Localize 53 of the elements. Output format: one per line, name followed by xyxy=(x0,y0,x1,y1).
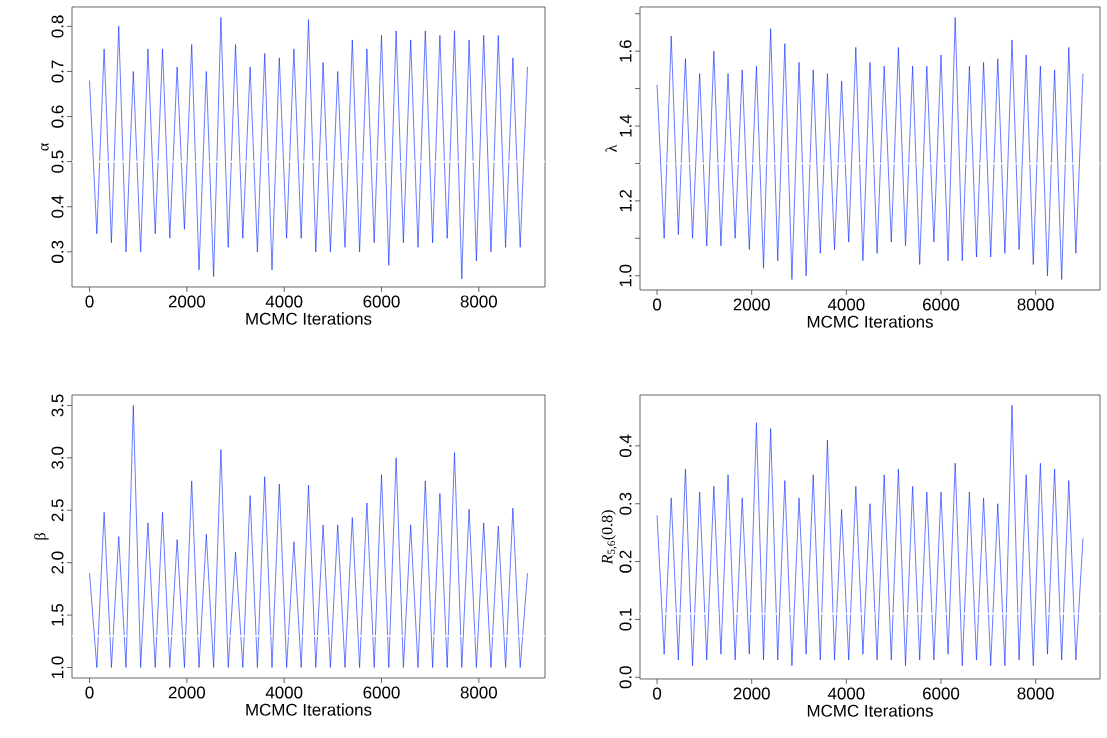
y-tick-label: 0.0 xyxy=(619,666,632,689)
x-axis-title: MCMC Iterations xyxy=(807,704,933,717)
line-series xyxy=(656,405,1084,666)
y-tick-label: 1.0 xyxy=(51,656,64,678)
y-tick-label: 1.0 xyxy=(619,264,632,287)
y-tick-label: 3.5 xyxy=(51,394,64,417)
x-tick-label: 4000 xyxy=(265,686,303,699)
x-tick-label: 8000 xyxy=(1017,298,1054,311)
y-tick-label: 1.6 xyxy=(619,40,632,62)
x-axis-title: MCMC Iterations xyxy=(246,312,372,325)
x-tick-label: 0 xyxy=(652,687,662,700)
y-axis-title: α xyxy=(40,143,49,151)
x-tick-label: 2000 xyxy=(168,295,206,308)
y-tick-label: 0.3 xyxy=(51,240,64,263)
line-series xyxy=(89,405,528,668)
x-tick-label: 8000 xyxy=(460,295,498,308)
y-axis-title: β xyxy=(34,533,49,540)
line-series xyxy=(89,17,528,280)
y-tick-label: 1.5 xyxy=(51,604,64,626)
y-tick-label: 0.6 xyxy=(51,105,64,128)
y-tick-label: 2.5 xyxy=(51,499,64,522)
x-tick-label: 2000 xyxy=(733,298,770,311)
x-tick-label: 4000 xyxy=(827,687,865,700)
y-tick-label: 3.0 xyxy=(51,446,64,469)
y-tick-label: 1.2 xyxy=(619,189,632,212)
y-axis-title: R$_{5,6}$(0.8) xyxy=(601,510,617,565)
x-tick-label: 6000 xyxy=(363,295,400,308)
y-tick-label: 0.2 xyxy=(619,550,632,573)
y-tick-label: 1.4 xyxy=(619,114,632,137)
x-axis-title: MCMC Iterations xyxy=(246,703,372,716)
y-tick-label: 0.4 xyxy=(51,195,64,218)
y-tick-label: 0.1 xyxy=(619,608,632,631)
y-tick-label: 0.3 xyxy=(619,492,632,515)
y-tick-label: 0.4 xyxy=(619,434,632,457)
line-series xyxy=(656,17,1084,280)
x-tick-label: 8000 xyxy=(1017,687,1054,700)
x-tick-label: 0 xyxy=(652,298,662,311)
x-axis-title: MCMC Iterations xyxy=(807,315,933,328)
y-tick-label: 2.0 xyxy=(51,551,64,574)
x-tick-label: 4000 xyxy=(265,295,303,308)
y-axis-title: λ xyxy=(605,144,617,152)
x-tick-label: 6000 xyxy=(923,687,960,700)
x-tick-label: 4000 xyxy=(827,298,865,311)
x-tick-label: 2000 xyxy=(733,687,770,700)
x-tick-label: 2000 xyxy=(168,686,206,699)
y-tick-label: 0.8 xyxy=(51,15,64,38)
x-tick-label: 8000 xyxy=(460,686,498,699)
x-tick-label: 6000 xyxy=(923,298,960,311)
y-tick-label: 0.5 xyxy=(51,150,64,173)
x-tick-label: 0 xyxy=(85,686,94,699)
x-tick-label: 0 xyxy=(85,295,94,308)
x-tick-label: 6000 xyxy=(363,686,400,699)
y-tick-label: 0.7 xyxy=(51,60,64,83)
